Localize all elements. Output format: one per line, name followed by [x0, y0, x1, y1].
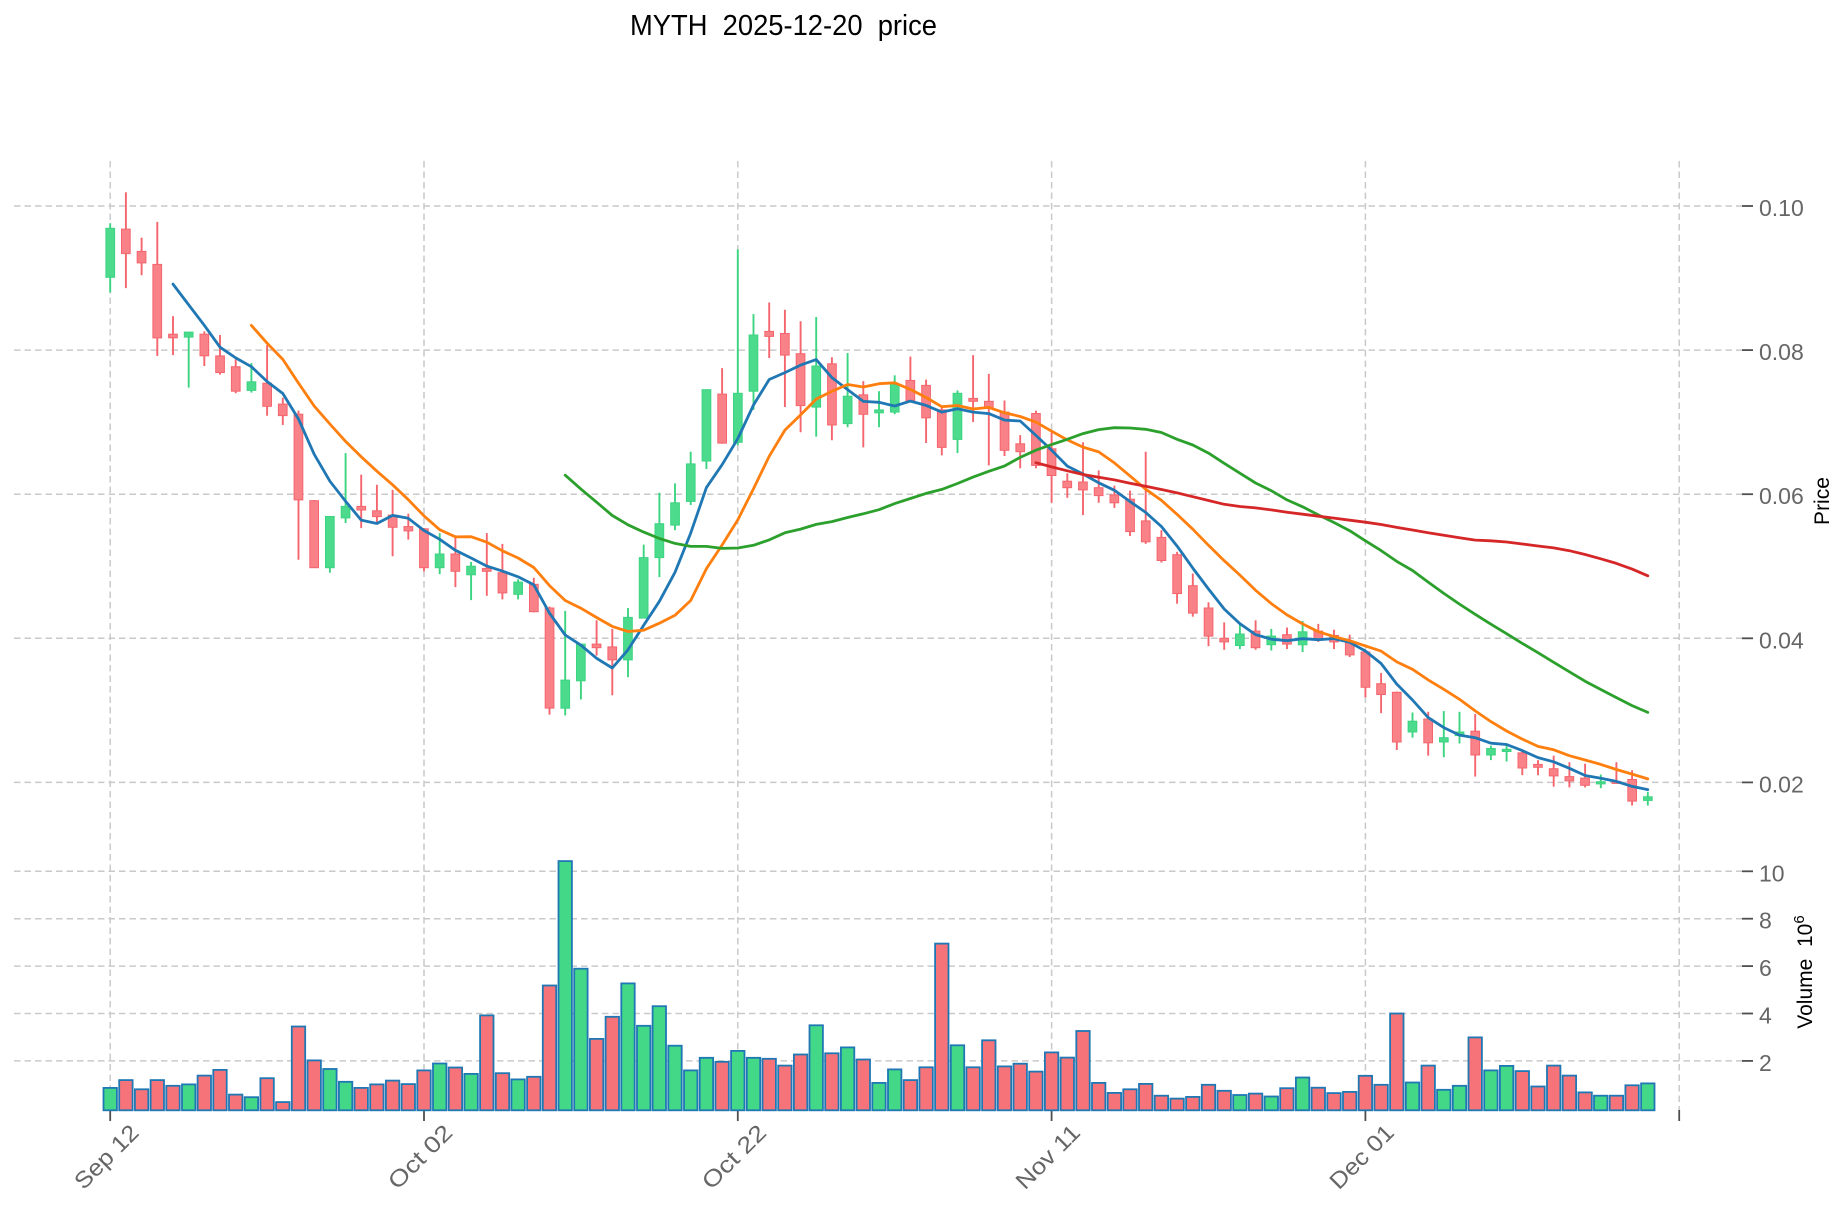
svg-text:4: 4: [1759, 1003, 1772, 1029]
svg-text:2: 2: [1759, 1050, 1772, 1076]
svg-text:0.10: 0.10: [1759, 195, 1804, 221]
svg-text:MYTH 2025-12-20 price: MYTH 2025-12-20 price: [630, 10, 937, 42]
svg-text:0.02: 0.02: [1759, 771, 1804, 797]
svg-text:0.04: 0.04: [1759, 627, 1804, 653]
svg-text:Volume 106: Volume 106: [1791, 915, 1818, 1028]
svg-text:6: 6: [1759, 955, 1772, 981]
svg-text:0.08: 0.08: [1759, 339, 1804, 365]
svg-text:8: 8: [1759, 908, 1772, 934]
svg-text:0.06: 0.06: [1759, 483, 1804, 509]
svg-text:10: 10: [1759, 860, 1785, 886]
svg-text:Price: Price: [1811, 477, 1834, 525]
